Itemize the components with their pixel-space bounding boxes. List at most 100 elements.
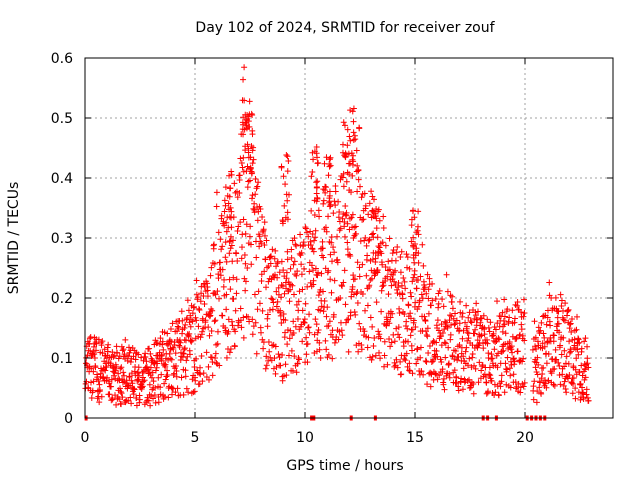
data-point	[571, 342, 578, 349]
data-point	[575, 336, 582, 343]
data-point	[245, 145, 252, 152]
data-point	[164, 372, 171, 379]
data-point	[280, 267, 287, 274]
data-point	[447, 336, 454, 343]
data-point	[518, 321, 525, 328]
data-point	[285, 157, 292, 164]
data-point	[439, 329, 446, 336]
data-point	[408, 222, 415, 229]
data-point	[259, 307, 266, 314]
data-point	[302, 225, 309, 232]
data-point	[274, 260, 281, 267]
data-point	[233, 290, 240, 297]
data-point	[320, 197, 327, 204]
data-point	[331, 249, 338, 256]
data-point	[403, 251, 410, 258]
data-point	[87, 379, 94, 386]
data-point	[475, 308, 482, 315]
data-point	[97, 370, 104, 377]
data-point	[385, 258, 392, 265]
data-point	[353, 147, 360, 154]
data-point	[378, 308, 385, 315]
data-point	[492, 326, 499, 333]
data-point	[242, 278, 249, 285]
data-point	[180, 391, 187, 398]
data-point	[439, 296, 446, 303]
data-point	[261, 241, 268, 248]
data-point	[282, 214, 289, 221]
data-point	[242, 111, 249, 118]
data-point	[541, 343, 548, 350]
data-point	[482, 374, 489, 381]
x-tick-label: 15	[406, 430, 424, 446]
data-point	[364, 344, 371, 351]
data-point	[197, 298, 204, 305]
data-point	[229, 258, 236, 265]
data-point	[585, 364, 592, 371]
data-point	[430, 338, 437, 345]
data-point	[170, 346, 177, 353]
data-point	[514, 348, 521, 355]
data-point	[166, 350, 173, 357]
data-point	[253, 350, 260, 357]
data-point	[306, 268, 313, 275]
data-point	[189, 337, 196, 344]
data-point	[380, 225, 387, 232]
data-point	[422, 358, 429, 365]
data-point	[401, 311, 408, 318]
data-point	[249, 147, 256, 154]
data-point	[200, 370, 207, 377]
data-point	[419, 241, 426, 248]
data-point	[567, 321, 574, 328]
data-point	[316, 346, 323, 353]
data-point	[280, 173, 287, 180]
data-point	[421, 284, 428, 291]
data-point	[453, 317, 460, 324]
data-point	[292, 241, 299, 248]
data-point	[502, 330, 509, 337]
data-point	[309, 168, 316, 175]
data-point	[90, 343, 97, 350]
data-point	[570, 381, 577, 388]
data-point	[379, 261, 386, 268]
data-point	[226, 276, 233, 283]
data-point	[195, 305, 202, 312]
data-point	[462, 348, 469, 355]
data-point	[397, 269, 404, 276]
data-point	[225, 328, 232, 335]
data-point	[499, 309, 506, 316]
data-point	[261, 268, 268, 275]
data-point	[245, 314, 252, 321]
data-point	[228, 318, 235, 325]
data-point	[326, 163, 333, 170]
data-point	[543, 384, 550, 391]
data-point	[217, 259, 224, 266]
data-point	[298, 271, 305, 278]
data-point	[346, 251, 353, 258]
data-point	[214, 328, 221, 335]
data-point	[516, 331, 523, 338]
data-point	[306, 329, 313, 336]
data-point	[371, 334, 378, 341]
data-point	[509, 307, 516, 314]
data-point	[465, 314, 472, 321]
data-point	[96, 399, 103, 406]
data-point	[247, 166, 254, 173]
data-point	[278, 319, 285, 326]
data-point	[543, 360, 550, 367]
data-point	[358, 346, 365, 353]
data-point	[298, 249, 305, 256]
data-point	[345, 348, 352, 355]
data-point	[425, 310, 432, 317]
data-point	[239, 97, 246, 104]
data-point	[439, 366, 446, 373]
data-point	[322, 337, 329, 344]
data-point	[218, 246, 225, 253]
data-point	[460, 327, 467, 334]
data-point	[451, 321, 458, 328]
data-point	[361, 328, 368, 335]
data-point	[83, 378, 90, 385]
data-point	[312, 316, 319, 323]
data-point	[484, 340, 491, 347]
